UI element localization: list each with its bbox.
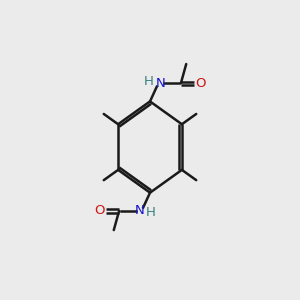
Text: O: O	[195, 77, 206, 90]
Text: H: H	[146, 206, 156, 219]
Text: H: H	[144, 75, 154, 88]
Text: O: O	[94, 205, 105, 218]
Text: N: N	[135, 205, 145, 218]
Text: N: N	[155, 77, 165, 90]
